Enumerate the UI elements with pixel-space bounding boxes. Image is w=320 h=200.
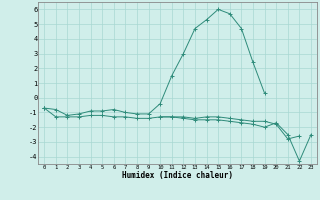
X-axis label: Humidex (Indice chaleur): Humidex (Indice chaleur) xyxy=(122,171,233,180)
